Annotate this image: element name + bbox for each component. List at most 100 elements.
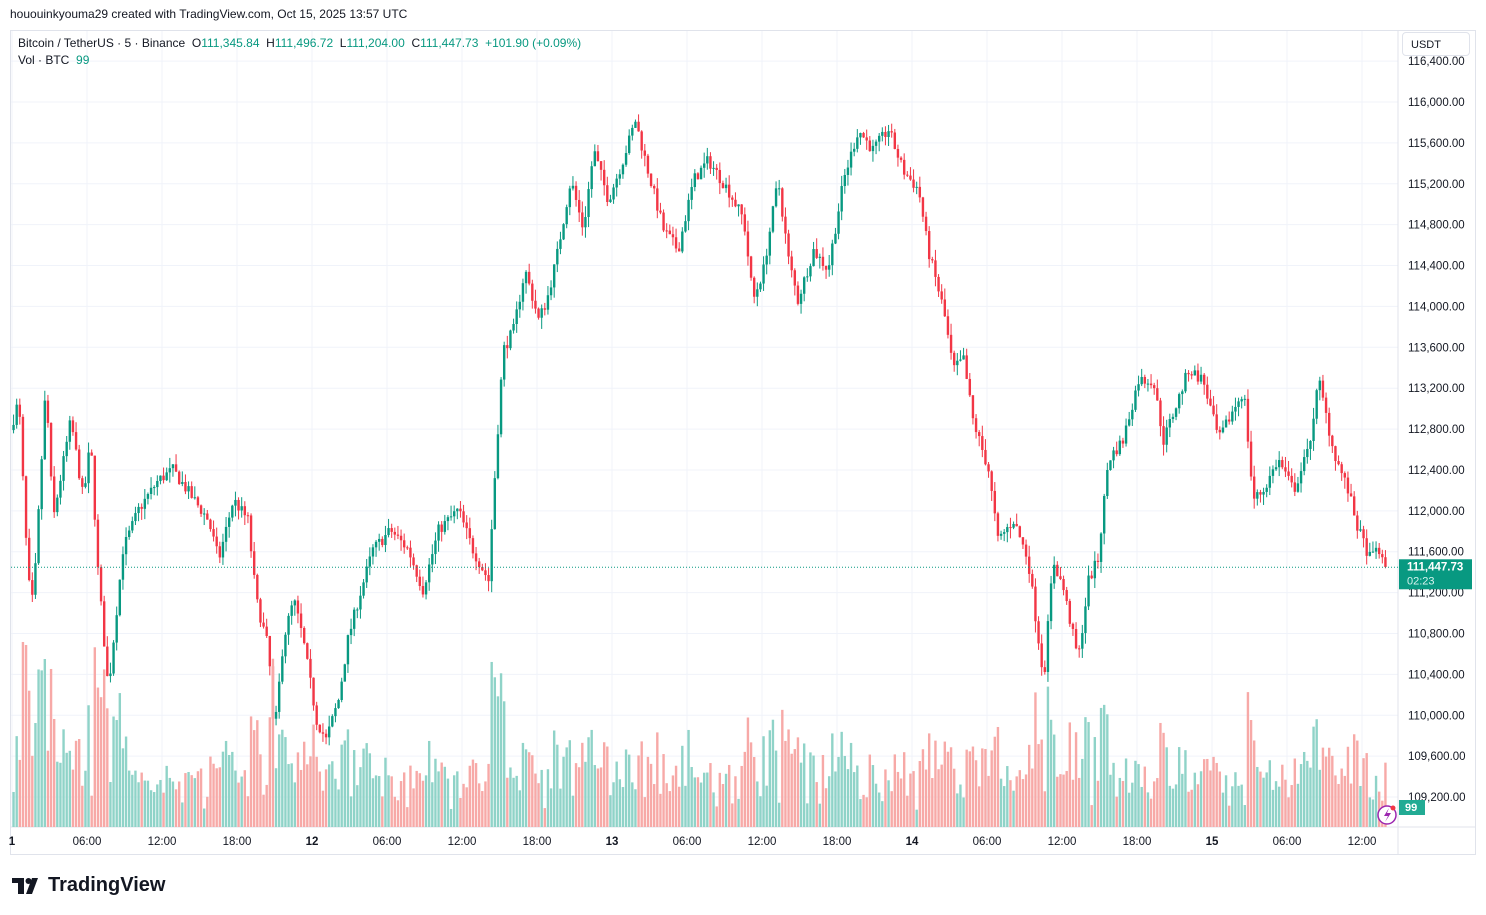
- volume-bar: [81, 785, 84, 827]
- volume-bar: [615, 761, 618, 827]
- candle-body: [1296, 483, 1300, 492]
- candle-body: [774, 188, 778, 207]
- volume-bar: [124, 736, 128, 827]
- candle-body: [306, 643, 309, 659]
- volume-bar: [434, 758, 437, 827]
- volume-bar: [631, 782, 634, 827]
- volume-bar: [1081, 758, 1084, 827]
- candle-body: [1218, 429, 1222, 433]
- volume-bar: [321, 790, 325, 827]
- candle-body: [77, 449, 81, 479]
- candle-body: [143, 498, 147, 509]
- volume-bar: [649, 763, 653, 827]
- volume-bar: [659, 793, 662, 827]
- candle-body: [1012, 523, 1015, 528]
- candle-body: [699, 167, 703, 180]
- volume-bar: [840, 731, 843, 827]
- candle-body: [740, 204, 743, 215]
- candle-body: [1359, 529, 1362, 531]
- close-value: 111,447.73: [420, 36, 479, 50]
- volume-bar: [799, 762, 803, 827]
- candle-body: [893, 132, 897, 149]
- candle-body: [446, 517, 450, 522]
- volume-bar: [1309, 767, 1312, 827]
- candle-body: [40, 459, 43, 510]
- volume-bar: [377, 776, 381, 827]
- volume-bar: [296, 752, 300, 827]
- candle-body: [396, 534, 400, 536]
- tradingview-logo[interactable]: TradingView: [12, 874, 165, 897]
- candle-body: [474, 553, 478, 562]
- candle-body: [212, 529, 215, 537]
- volume-bar: [693, 777, 697, 827]
- volume-bar: [196, 771, 200, 827]
- price-tick-label: 115,600.00: [1408, 138, 1465, 150]
- volume-bar: [334, 778, 337, 827]
- candle-body: [662, 212, 665, 231]
- volume-bar: [1331, 755, 1334, 827]
- volume-bar: [71, 769, 75, 827]
- volume-bar: [865, 797, 868, 827]
- candle-body: [940, 291, 943, 300]
- candle-body: [374, 541, 378, 548]
- candle-body: [1177, 394, 1181, 409]
- candle-body: [1024, 544, 1028, 557]
- volume-bar: [293, 782, 297, 827]
- volume-bar: [312, 724, 315, 827]
- volume-bar: [159, 779, 162, 827]
- candle-body: [799, 293, 803, 304]
- candle-body: [165, 472, 168, 481]
- volume-bar: [40, 670, 43, 827]
- volume-bar: [993, 736, 997, 827]
- volume-bar: [1134, 760, 1137, 827]
- volume-bar: [1306, 760, 1309, 827]
- volume-bar: [90, 795, 93, 827]
- candle-body: [1227, 419, 1231, 422]
- candle-body: [749, 256, 753, 278]
- candle-body: [1199, 374, 1203, 382]
- volume-bar: [909, 773, 912, 827]
- volume-bar: [1127, 792, 1131, 827]
- price-tick-label: 112,000.00: [1408, 506, 1465, 518]
- candle-body: [87, 452, 90, 484]
- candle-body: [590, 166, 593, 190]
- candle-body: [427, 564, 431, 583]
- volume-bar: [415, 770, 418, 827]
- symbol-title[interactable]: Bitcoin / TetherUS · 5 · Binance: [18, 36, 186, 50]
- candle-body: [540, 308, 543, 318]
- volume-title[interactable]: Vol · BTC: [18, 53, 70, 67]
- volume-bar: [302, 741, 306, 827]
- volume-bar: [146, 780, 150, 827]
- volume-bar: [1368, 797, 1372, 827]
- candle-body: [1190, 374, 1193, 376]
- candle-body: [1131, 409, 1134, 420]
- candle-body: [712, 167, 715, 169]
- volume-bar: [181, 802, 184, 827]
- candle-body: [52, 476, 56, 513]
- volume-bar: [1102, 704, 1106, 827]
- candle-body: [68, 420, 72, 442]
- volume-bar: [531, 755, 534, 827]
- candle-body: [246, 515, 250, 517]
- candle-body: [1087, 575, 1090, 607]
- volume-bar: [796, 737, 800, 827]
- candle-body: [462, 511, 465, 523]
- candle-body: [1096, 560, 1100, 562]
- candle-body: [1252, 476, 1256, 499]
- candle-body: [146, 493, 150, 499]
- candle-body: [299, 613, 303, 628]
- volume-bar: [259, 754, 262, 827]
- volume-bar: [1365, 753, 1368, 827]
- volume-bar: [21, 641, 25, 827]
- volume-bar: [834, 771, 837, 827]
- candle-body: [781, 188, 784, 217]
- candle-body: [1093, 560, 1097, 579]
- currency-button[interactable]: USDT: [1402, 32, 1470, 56]
- candle-body: [74, 432, 78, 450]
- candle-body: [340, 681, 343, 700]
- volume-bar: [846, 769, 850, 827]
- candle-body: [921, 197, 925, 217]
- volume-bar: [593, 765, 597, 827]
- candle-body: [715, 167, 718, 170]
